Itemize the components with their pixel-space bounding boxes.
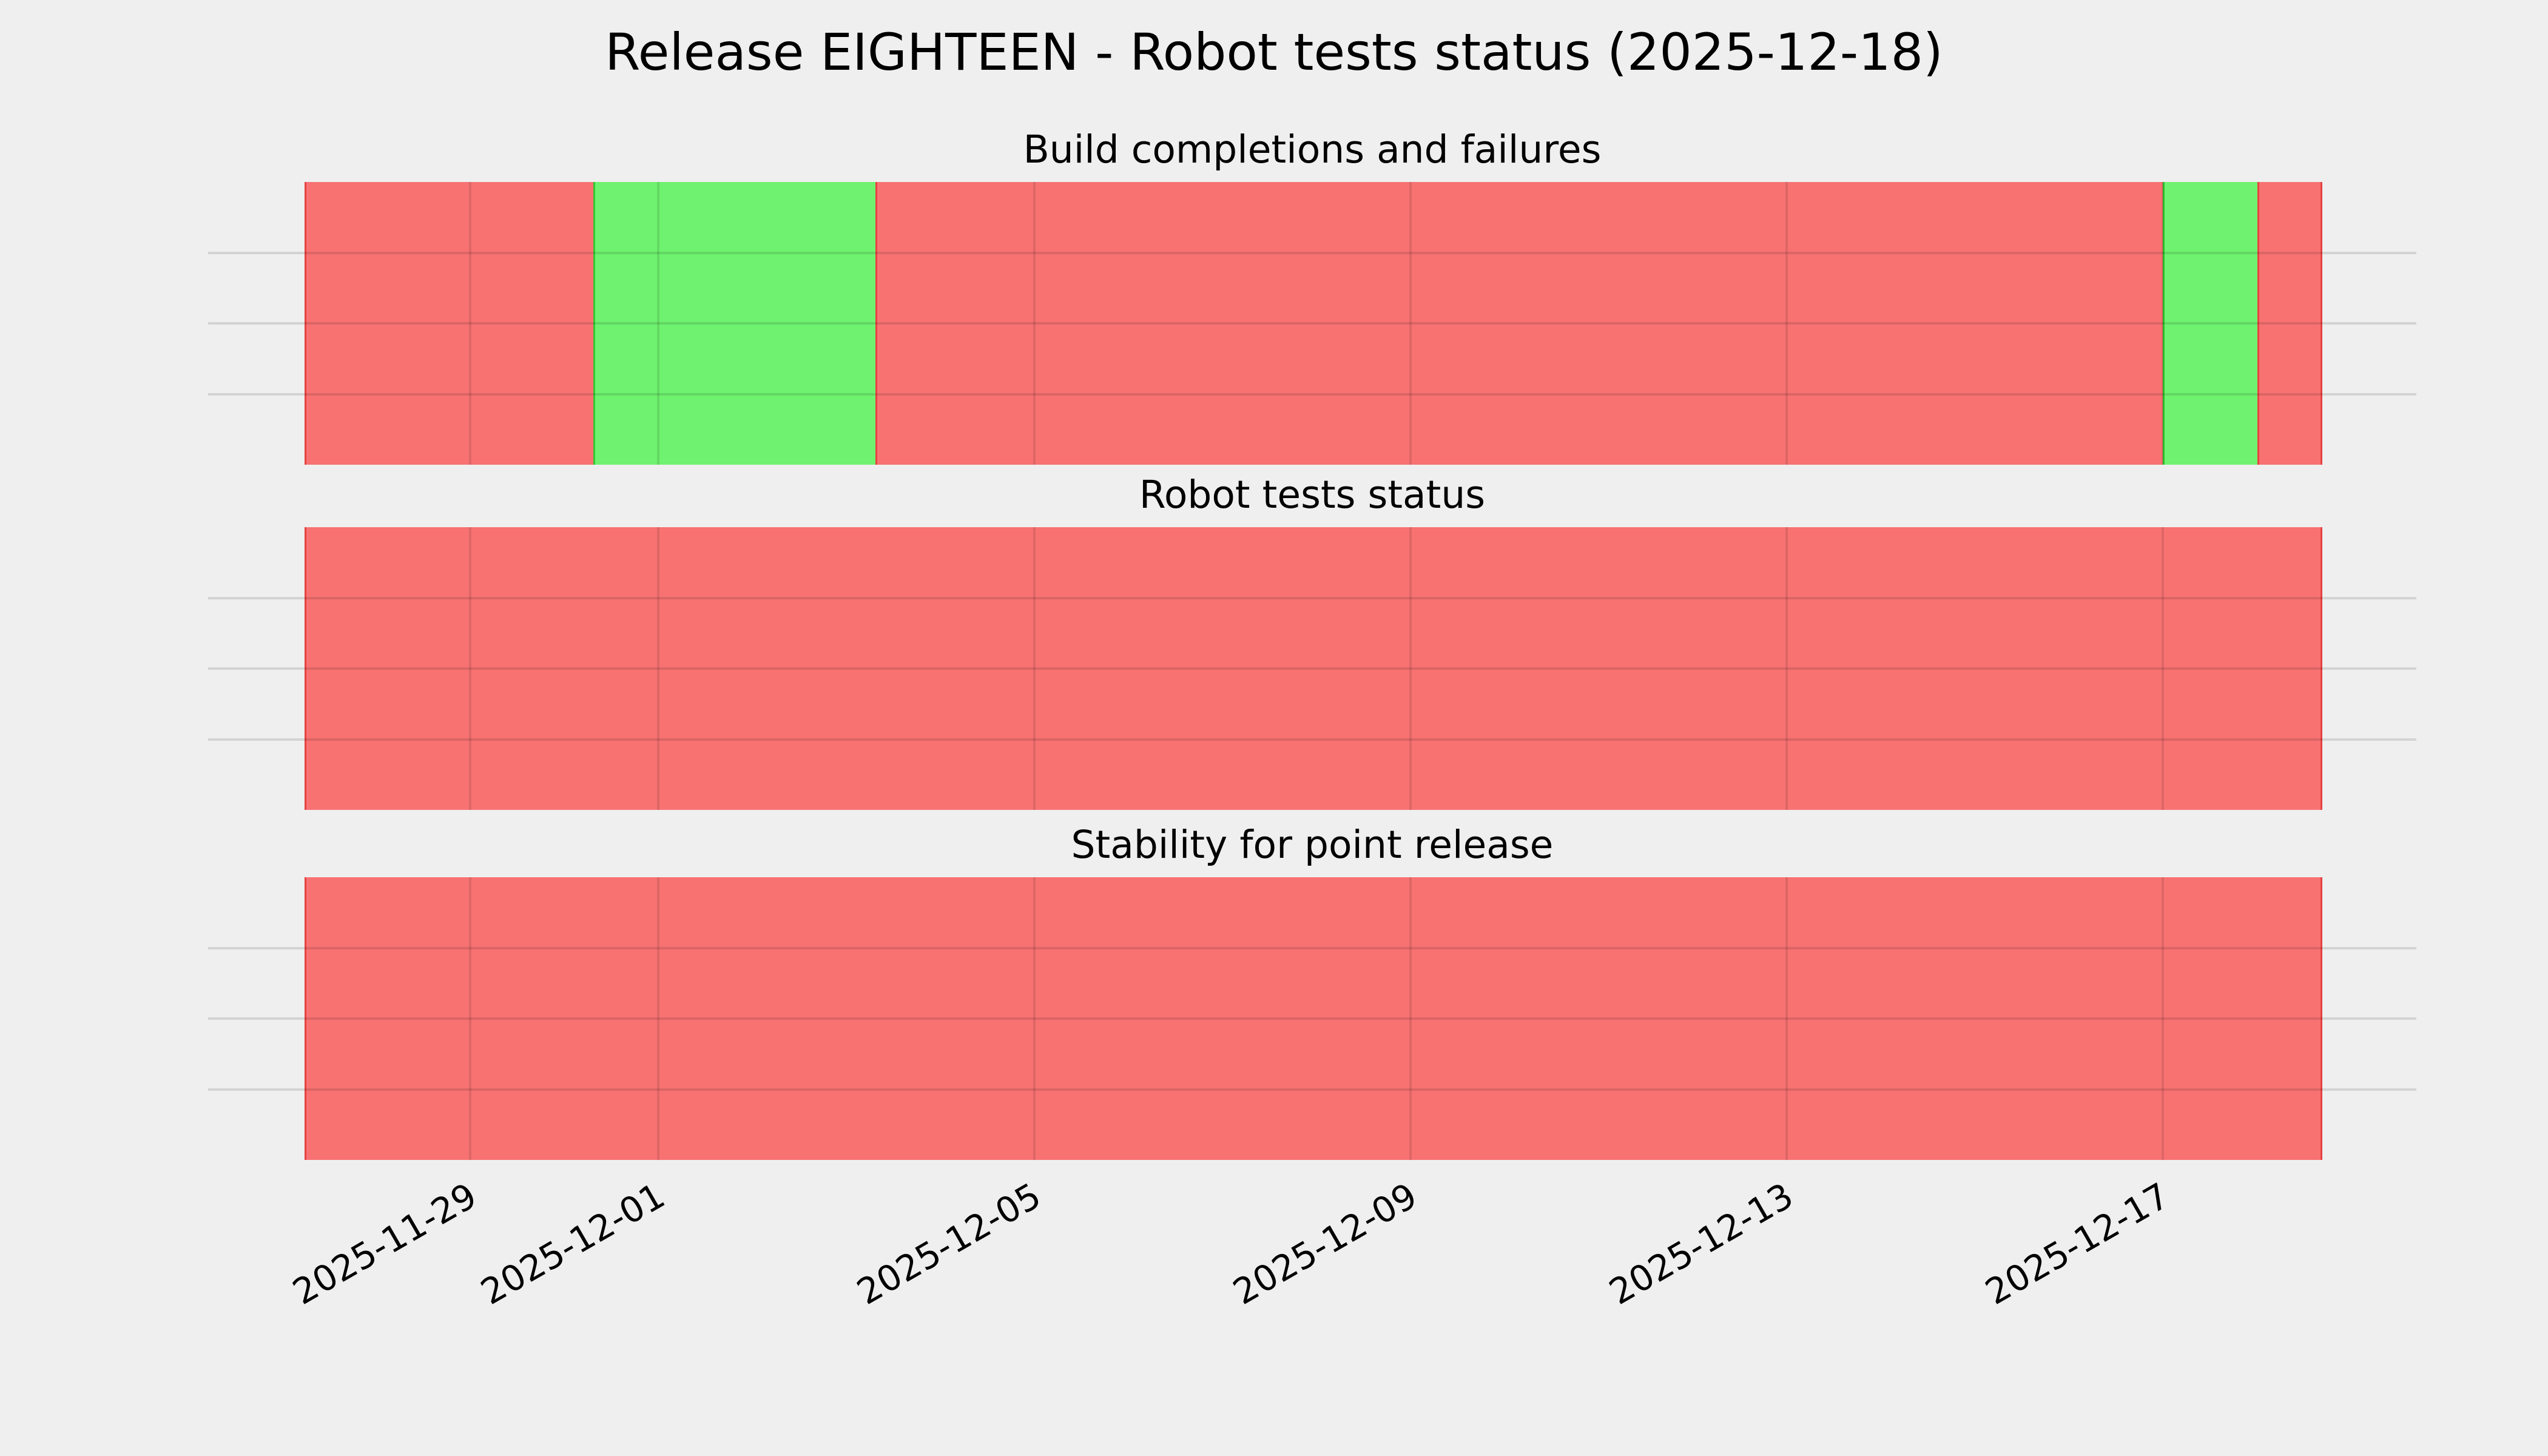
vertical-grid-line — [2161, 182, 2164, 465]
vertical-grid-line — [657, 877, 660, 1160]
figure-title: Release EIGHTEEN - Robot tests status (2… — [605, 22, 1943, 82]
panel-axes — [208, 527, 2416, 810]
panel-axes — [208, 182, 2416, 465]
status-segment-fail — [305, 877, 2322, 1160]
vertical-grid-line — [657, 527, 660, 810]
status-segment-pass — [593, 182, 875, 465]
x-tick-label: 2025-12-01 — [474, 1175, 672, 1313]
x-tick-label: 2025-12-17 — [1978, 1175, 2176, 1313]
horizontal-grid-line — [208, 596, 2416, 599]
vertical-grid-line — [1033, 877, 1036, 1160]
vertical-grid-line — [2161, 877, 2164, 1160]
x-tick-label: 2025-12-05 — [850, 1175, 1048, 1313]
vertical-grid-line — [1785, 182, 1788, 465]
status-bar — [305, 182, 2322, 465]
status-segment-fail — [305, 182, 593, 465]
horizontal-grid-line — [208, 1088, 2416, 1091]
status-segment-fail — [875, 182, 2163, 465]
x-tick-label: 2025-12-13 — [1602, 1175, 1800, 1313]
horizontal-grid-line — [208, 667, 2416, 670]
panel-title: Stability for point release — [1071, 823, 1554, 867]
vertical-grid-line — [1033, 182, 1036, 465]
vertical-grid-line — [469, 527, 472, 810]
vertical-grid-line — [1409, 877, 1412, 1160]
status-bar — [305, 877, 2322, 1160]
horizontal-grid-line — [208, 738, 2416, 741]
status-segment-fail — [2257, 182, 2322, 465]
status-segment-fail — [305, 527, 2322, 810]
vertical-grid-line — [1785, 877, 1788, 1160]
vertical-grid-line — [1409, 527, 1412, 810]
vertical-grid-line — [2161, 527, 2164, 810]
vertical-grid-line — [1785, 527, 1788, 810]
horizontal-grid-line — [208, 251, 2416, 254]
status-bar — [305, 527, 2322, 810]
panel-title: Robot tests status — [1139, 473, 1486, 517]
panel-axes — [208, 877, 2416, 1160]
vertical-grid-line — [469, 182, 472, 465]
x-tick-label: 2025-12-09 — [1226, 1175, 1424, 1313]
vertical-grid-line — [1409, 182, 1412, 465]
status-segment-pass — [2162, 182, 2257, 465]
vertical-grid-line — [469, 877, 472, 1160]
vertical-grid-line — [657, 182, 660, 465]
vertical-grid-line — [1033, 527, 1036, 810]
horizontal-grid-line — [208, 1017, 2416, 1020]
horizontal-grid-line — [208, 393, 2416, 396]
horizontal-grid-line — [208, 322, 2416, 325]
x-tick-label: 2025-11-29 — [286, 1175, 484, 1313]
panel-title: Build completions and failures — [1023, 127, 1602, 172]
horizontal-grid-line — [208, 946, 2416, 949]
